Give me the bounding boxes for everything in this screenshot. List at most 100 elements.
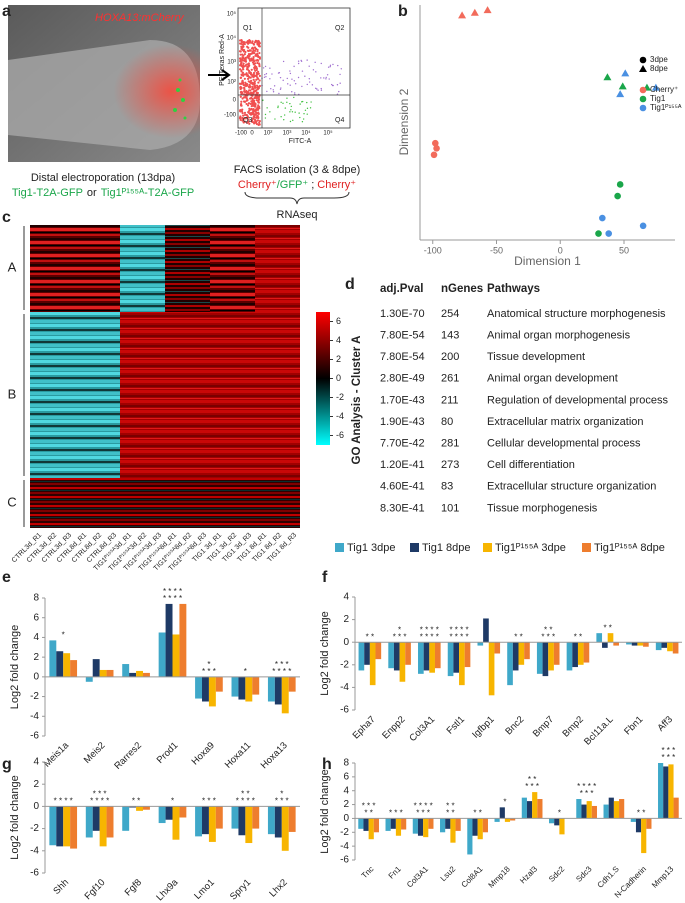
x-tick-label: -100 bbox=[424, 245, 442, 255]
facs-dot bbox=[239, 109, 242, 113]
facs-dot bbox=[250, 104, 253, 108]
bar bbox=[526, 801, 533, 819]
significance: * * * * bbox=[420, 632, 439, 641]
y-tick-label: -2 bbox=[340, 659, 349, 670]
facs-dot bbox=[287, 83, 289, 85]
facs-dot bbox=[249, 112, 253, 115]
facs-dot bbox=[245, 56, 248, 59]
facs-dot bbox=[250, 119, 253, 122]
facs-dot bbox=[315, 71, 317, 73]
facs-dot bbox=[339, 73, 341, 76]
facs-dot bbox=[256, 54, 259, 57]
facs-dot bbox=[306, 107, 309, 110]
significance: * * bbox=[366, 632, 374, 641]
facs-dot bbox=[306, 59, 308, 61]
panel-label: f bbox=[322, 569, 328, 586]
significance: * * * bbox=[661, 746, 675, 755]
x-tick-label: Fgf10 bbox=[83, 877, 108, 902]
y-tick-label: -6 bbox=[30, 868, 39, 879]
facs-dot bbox=[299, 116, 301, 119]
cluster-label: B bbox=[8, 386, 17, 401]
facs-dot bbox=[308, 81, 311, 83]
bar bbox=[85, 806, 93, 838]
facs-x-tick: 10⁵ bbox=[323, 130, 333, 137]
bar bbox=[274, 676, 282, 705]
facs-y-tick: 10³ bbox=[227, 60, 236, 66]
table-header: nGenes bbox=[441, 283, 483, 295]
method: RNAseq bbox=[277, 209, 318, 221]
facs-y-tick: 0 bbox=[233, 98, 237, 104]
facs-dot bbox=[252, 55, 255, 59]
facs-dot bbox=[253, 66, 256, 70]
facs-dot bbox=[247, 85, 251, 88]
bar bbox=[455, 818, 461, 831]
y-label: Log2 fold change bbox=[9, 775, 21, 859]
facs-dot bbox=[257, 101, 260, 104]
population-sep: ; bbox=[311, 179, 314, 191]
y-tick-label: 2 bbox=[343, 614, 349, 625]
facs-dot bbox=[270, 88, 272, 90]
bar bbox=[596, 633, 603, 643]
y-tick-label: -4 bbox=[340, 841, 349, 852]
bar bbox=[122, 806, 130, 831]
bar bbox=[393, 642, 400, 671]
facs-dot bbox=[338, 90, 340, 93]
facs-dot bbox=[252, 42, 255, 45]
facs-y-label: PE-Texas Red-A bbox=[219, 34, 226, 86]
facs-dot bbox=[277, 106, 279, 109]
colorbar bbox=[316, 312, 330, 445]
facs-dot bbox=[239, 118, 242, 122]
facs-dot bbox=[255, 68, 258, 72]
facs-dot bbox=[336, 93, 339, 95]
facs-dot bbox=[282, 102, 284, 105]
facs-dot bbox=[240, 47, 243, 50]
y-tick-label: 2 bbox=[33, 652, 39, 663]
x-tick-label: Hoxa13 bbox=[259, 740, 290, 771]
x-tick-label: Lmo1 bbox=[192, 877, 217, 902]
facs-dot bbox=[248, 59, 252, 62]
bar bbox=[477, 818, 483, 840]
facs-dot bbox=[239, 57, 242, 60]
facs-dot bbox=[271, 73, 273, 75]
bar bbox=[631, 642, 638, 646]
facs-dot bbox=[264, 73, 266, 76]
facs-dot bbox=[258, 74, 261, 78]
bar bbox=[215, 806, 223, 829]
bar bbox=[417, 818, 424, 836]
x-tick-label: Fbn1 bbox=[622, 714, 645, 737]
colorbar-label: 0 bbox=[336, 373, 341, 383]
bar bbox=[507, 642, 513, 686]
bar bbox=[586, 801, 592, 819]
facs-dot bbox=[256, 106, 259, 109]
facs-dot bbox=[303, 112, 305, 115]
legend-label: Tig1 8dpe bbox=[422, 542, 471, 554]
facs-dot bbox=[289, 72, 292, 75]
table-cell: Regulation of developmental process bbox=[487, 394, 669, 406]
point bbox=[603, 73, 612, 81]
bar bbox=[142, 806, 150, 810]
facs-dot bbox=[251, 117, 254, 120]
bar bbox=[70, 660, 78, 677]
table-cell: Anatomical structure morphogenesis bbox=[487, 308, 666, 320]
bar bbox=[231, 806, 239, 829]
y-tick-label: 0 bbox=[33, 671, 39, 682]
significance: * bbox=[280, 790, 283, 799]
bar bbox=[267, 806, 275, 835]
table-cell: 261 bbox=[441, 373, 459, 385]
facs-dot bbox=[251, 98, 254, 101]
facs-dot bbox=[240, 40, 244, 44]
significance: * * * * bbox=[449, 625, 468, 634]
significance: * * bbox=[473, 809, 481, 818]
facs-dot bbox=[294, 111, 296, 113]
facs-dot bbox=[252, 74, 256, 77]
bar bbox=[136, 806, 143, 811]
point bbox=[616, 181, 624, 188]
significance: * * bbox=[514, 632, 522, 641]
bar bbox=[453, 642, 460, 673]
facs-dot bbox=[326, 74, 329, 76]
bar bbox=[554, 818, 560, 826]
significance: * * * * bbox=[90, 797, 109, 806]
facs-dot bbox=[244, 81, 247, 84]
bar bbox=[358, 818, 364, 829]
facs-dot bbox=[258, 79, 261, 82]
